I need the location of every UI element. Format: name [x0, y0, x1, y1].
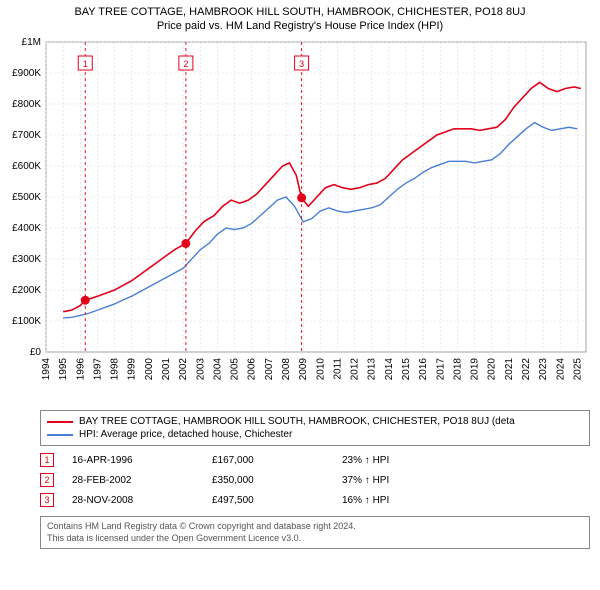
svg-text:2020: 2020 [487, 358, 498, 381]
transaction-price: £350,000 [212, 475, 342, 486]
svg-text:£800K: £800K [12, 99, 41, 110]
transaction-price: £167,000 [212, 455, 342, 466]
legend-label: BAY TREE COTTAGE, HAMBROOK HILL SOUTH, H… [79, 416, 515, 427]
transaction-hpi: 23% ↑ HPI [342, 455, 462, 466]
svg-text:3: 3 [299, 59, 304, 69]
transaction-marker: 2 [40, 473, 54, 487]
svg-text:1999: 1999 [127, 358, 138, 381]
title-block: BAY TREE COTTAGE, HAMBROOK HILL SOUTH, H… [0, 0, 600, 34]
transaction-date: 16-APR-1996 [72, 455, 212, 466]
legend-swatch [47, 421, 73, 423]
svg-text:2001: 2001 [161, 358, 172, 381]
svg-text:2022: 2022 [521, 358, 532, 381]
svg-text:2021: 2021 [504, 358, 515, 381]
transaction-date: 28-FEB-2002 [72, 475, 212, 486]
legend: BAY TREE COTTAGE, HAMBROOK HILL SOUTH, H… [40, 410, 590, 446]
svg-text:1996: 1996 [75, 358, 86, 381]
transaction-hpi: 16% ↑ HPI [342, 495, 462, 506]
transaction-hpi: 37% ↑ HPI [342, 475, 462, 486]
svg-text:£400K: £400K [12, 223, 41, 234]
svg-text:2023: 2023 [538, 358, 549, 381]
svg-text:1: 1 [83, 59, 88, 69]
transactions-table: 1 16-APR-1996£167,00023% ↑ HPI 2 28-FEB-200… [40, 450, 590, 510]
svg-text:£300K: £300K [12, 254, 41, 265]
svg-text:2: 2 [183, 59, 188, 69]
transaction-marker: 1 [40, 453, 54, 467]
transaction-price: £497,500 [212, 495, 342, 506]
svg-text:2013: 2013 [367, 358, 378, 381]
svg-text:£1M: £1M [22, 37, 41, 48]
chart-area: £0 £100K £200K £300K £400K £500K £600K £700K £80… [0, 34, 600, 404]
legend-swatch [47, 434, 73, 436]
svg-text:2018: 2018 [452, 358, 463, 381]
legend-label: HPI: Average price, detached house, Chic… [79, 429, 292, 440]
svg-text:2025: 2025 [572, 358, 583, 381]
svg-text:2024: 2024 [555, 358, 566, 381]
svg-text:2000: 2000 [144, 358, 155, 381]
legend-item-1: HPI: Average price, detached house, Chic… [47, 428, 583, 441]
svg-text:£0: £0 [30, 347, 42, 358]
svg-text:1997: 1997 [92, 358, 103, 381]
svg-text:2015: 2015 [401, 358, 412, 381]
svg-text:2012: 2012 [350, 358, 361, 381]
title-subtitle: Price paid vs. HM Land Registry's House … [10, 20, 590, 32]
svg-text:2003: 2003 [195, 358, 206, 381]
svg-text:2014: 2014 [384, 358, 395, 381]
svg-text:1995: 1995 [58, 358, 69, 381]
transaction-date: 28-NOV-2008 [72, 495, 212, 506]
event-dot-1 [81, 296, 90, 305]
event-dot-2 [181, 239, 190, 248]
transaction-row: 2 28-FEB-2002£350,00037% ↑ HPI [40, 470, 590, 490]
event-dot-3 [297, 193, 306, 202]
footer-line1: Contains HM Land Registry data © Crown c… [47, 521, 583, 533]
svg-text:2009: 2009 [298, 358, 309, 381]
svg-text:1998: 1998 [110, 358, 121, 381]
transaction-marker: 3 [40, 493, 54, 507]
legend-item-0: BAY TREE COTTAGE, HAMBROOK HILL SOUTH, H… [47, 415, 583, 428]
svg-text:2017: 2017 [435, 358, 446, 381]
figure-container: BAY TREE COTTAGE, HAMBROOK HILL SOUTH, H… [0, 0, 600, 549]
svg-text:£200K: £200K [12, 285, 41, 296]
svg-text:2016: 2016 [418, 358, 429, 381]
footer-line2: This data is licensed under the Open Gov… [47, 533, 583, 545]
svg-text:2010: 2010 [315, 358, 326, 381]
title-address: BAY TREE COTTAGE, HAMBROOK HILL SOUTH, H… [10, 6, 590, 18]
svg-text:2004: 2004 [212, 358, 223, 381]
svg-text:2008: 2008 [281, 358, 292, 381]
svg-text:£700K: £700K [12, 130, 41, 141]
attribution-footer: Contains HM Land Registry data © Crown c… [40, 516, 590, 549]
svg-text:2002: 2002 [178, 358, 189, 381]
svg-text:2007: 2007 [264, 358, 275, 381]
svg-text:2011: 2011 [332, 358, 343, 380]
svg-text:£900K: £900K [12, 68, 41, 79]
svg-text:2005: 2005 [230, 358, 241, 381]
svg-text:£500K: £500K [12, 192, 41, 203]
svg-text:1994: 1994 [41, 358, 52, 381]
transaction-row: 3 28-NOV-2008£497,50016% ↑ HPI [40, 490, 590, 510]
transaction-row: 1 16-APR-1996£167,00023% ↑ HPI [40, 450, 590, 470]
svg-text:£100K: £100K [12, 316, 41, 327]
svg-text:2006: 2006 [247, 358, 258, 381]
svg-text:2019: 2019 [470, 358, 481, 381]
line-chart-svg: £0 £100K £200K £300K £400K £500K £600K £700K £80… [0, 34, 600, 404]
svg-text:£600K: £600K [12, 161, 41, 172]
